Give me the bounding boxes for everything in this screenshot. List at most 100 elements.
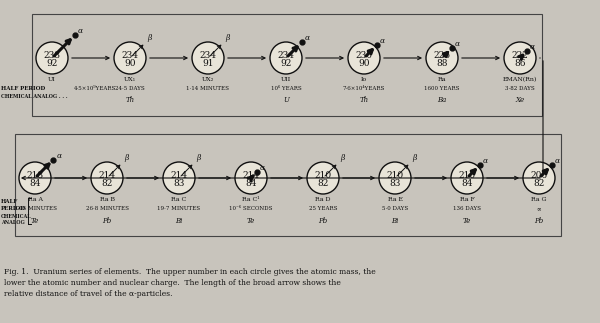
Text: 234: 234 <box>277 50 295 59</box>
Text: 83: 83 <box>173 180 185 189</box>
Text: relative distance of travel of the α-particles.: relative distance of travel of the α-par… <box>4 290 173 298</box>
Text: UI: UI <box>48 77 56 82</box>
Text: ANALOG: ANALOG <box>1 220 25 225</box>
Text: 1·14 MINUTES: 1·14 MINUTES <box>187 86 229 91</box>
Text: 25 YEARS: 25 YEARS <box>309 206 337 211</box>
Text: α: α <box>56 151 62 160</box>
Text: Fig. 1.  Uranium series of elements.  The upper number in each circle gives the : Fig. 1. Uranium series of elements. The … <box>4 268 376 276</box>
Text: 10⁶ YEARS: 10⁶ YEARS <box>271 86 301 91</box>
Text: α: α <box>77 27 83 36</box>
Text: 92: 92 <box>46 59 58 68</box>
Text: 83: 83 <box>389 180 401 189</box>
Circle shape <box>426 42 458 74</box>
Text: lower the atomic number and nuclear charge.  The length of the broad arrow shows: lower the atomic number and nuclear char… <box>4 279 341 287</box>
Text: β: β <box>197 154 201 162</box>
Text: 84: 84 <box>29 180 41 189</box>
Text: β: β <box>341 154 345 162</box>
Text: 90: 90 <box>358 59 370 68</box>
Text: Th: Th <box>359 96 368 104</box>
Text: Ra F: Ra F <box>460 197 475 202</box>
Text: Ra G: Ra G <box>531 197 547 202</box>
Text: α: α <box>455 40 460 48</box>
Circle shape <box>235 162 267 194</box>
Text: 214: 214 <box>98 171 116 180</box>
Text: 19·7 MINUTES: 19·7 MINUTES <box>157 206 200 211</box>
Text: 3·05 MINUTES: 3·05 MINUTES <box>14 206 56 211</box>
Circle shape <box>163 162 195 194</box>
Text: Ra C: Ra C <box>172 197 187 202</box>
Text: 90: 90 <box>124 59 136 68</box>
Text: 86: 86 <box>514 59 526 68</box>
Circle shape <box>19 162 51 194</box>
Text: 7·6×10⁴YEARS: 7·6×10⁴YEARS <box>343 86 385 91</box>
Text: 222: 222 <box>512 50 529 59</box>
Text: 206: 206 <box>530 171 548 180</box>
Text: Pb: Pb <box>535 217 544 225</box>
Text: HALF PERIOD: HALF PERIOD <box>1 86 45 91</box>
Circle shape <box>36 42 68 74</box>
Text: 84: 84 <box>461 180 473 189</box>
Text: ∞: ∞ <box>536 206 541 211</box>
Text: Bi: Bi <box>391 217 398 225</box>
Text: α: α <box>483 157 488 165</box>
Circle shape <box>114 42 146 74</box>
Text: CHEMICAL: CHEMICAL <box>1 214 32 219</box>
Bar <box>32 14 542 116</box>
Text: Pb: Pb <box>319 217 328 225</box>
Text: 238: 238 <box>44 50 61 59</box>
Text: α: α <box>555 157 560 165</box>
Text: 210: 210 <box>386 171 404 180</box>
Text: 4·5×10⁹YEARS: 4·5×10⁹YEARS <box>74 86 116 91</box>
Text: UX₂: UX₂ <box>202 77 214 82</box>
Text: β: β <box>226 35 230 42</box>
Text: 5·0 DAYS: 5·0 DAYS <box>382 206 408 211</box>
Text: Pb: Pb <box>103 217 112 225</box>
Text: α: α <box>530 43 535 51</box>
Text: Te: Te <box>463 217 471 225</box>
Text: 210: 210 <box>314 171 332 180</box>
Text: Th: Th <box>125 96 134 104</box>
Text: α: α <box>305 35 310 42</box>
Circle shape <box>504 42 536 74</box>
Text: Io: Io <box>361 77 367 82</box>
Text: 92: 92 <box>280 59 292 68</box>
Bar <box>15 134 561 236</box>
Text: 82: 82 <box>533 180 545 189</box>
Text: β: β <box>148 35 152 42</box>
Text: Ra C¹: Ra C¹ <box>242 197 260 202</box>
Text: 88: 88 <box>436 59 448 68</box>
Circle shape <box>192 42 224 74</box>
Text: 84: 84 <box>245 180 257 189</box>
Text: UX₁: UX₁ <box>124 77 136 82</box>
Text: 26·8 MINUTES: 26·8 MINUTES <box>86 206 128 211</box>
Text: Ra: Ra <box>438 77 446 82</box>
Text: β: β <box>125 154 129 162</box>
Text: 214: 214 <box>242 171 260 180</box>
Text: 136 DAYS: 136 DAYS <box>453 206 481 211</box>
Text: β: β <box>413 154 417 162</box>
Text: 214: 214 <box>170 171 188 180</box>
Circle shape <box>523 162 555 194</box>
Text: 1600 YEARS: 1600 YEARS <box>424 86 460 91</box>
Text: Ba: Ba <box>437 96 446 104</box>
Circle shape <box>348 42 380 74</box>
Text: CHEMICAL ANALOG . . .: CHEMICAL ANALOG . . . <box>1 94 68 99</box>
Text: 210: 210 <box>458 171 476 180</box>
Text: 10⁻⁶ SECONDS: 10⁻⁶ SECONDS <box>229 206 273 211</box>
Text: 3·82 DAYS: 3·82 DAYS <box>505 86 535 91</box>
Text: 91: 91 <box>202 59 214 68</box>
Text: 234: 234 <box>199 50 217 59</box>
Text: Te: Te <box>247 217 255 225</box>
Text: Bi: Bi <box>175 217 182 225</box>
Text: EMAN(Rn): EMAN(Rn) <box>503 77 537 82</box>
Text: α: α <box>260 164 265 172</box>
Text: 230: 230 <box>355 50 373 59</box>
Text: 82: 82 <box>317 180 329 189</box>
Circle shape <box>307 162 339 194</box>
Text: 82: 82 <box>101 180 113 189</box>
Text: HALF: HALF <box>1 199 18 204</box>
Circle shape <box>270 42 302 74</box>
Text: 234: 234 <box>121 50 139 59</box>
Text: 226: 226 <box>433 50 451 59</box>
Text: Te: Te <box>31 217 39 225</box>
